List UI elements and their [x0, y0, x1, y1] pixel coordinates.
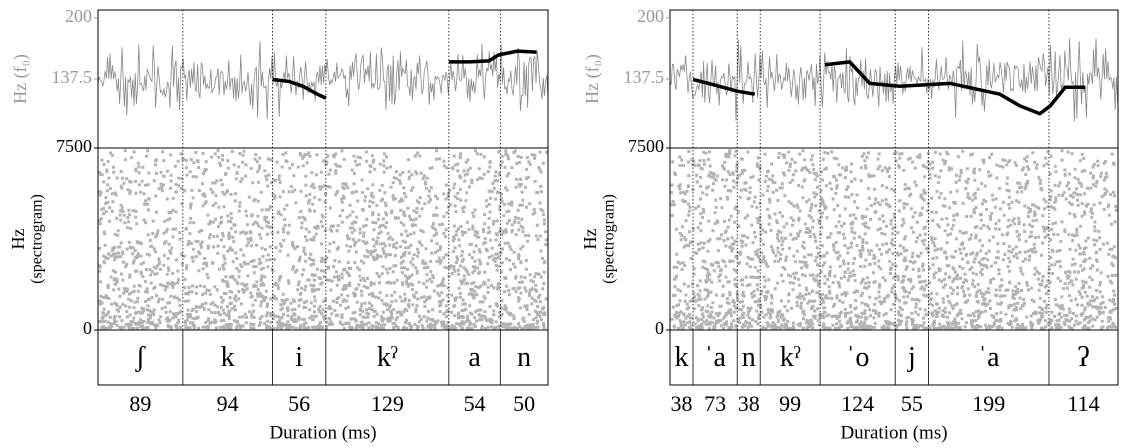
duration-label: 50: [513, 391, 535, 416]
duration-label: 56: [288, 391, 310, 416]
segment-label: kˀ: [377, 342, 398, 373]
spectrogram-texture: [670, 149, 1118, 330]
y2-tick-label: 7500: [628, 136, 664, 156]
f0-contour: [272, 49, 537, 100]
segment-label: n: [517, 342, 531, 373]
f0-axis-label: Hz (f₀): [582, 54, 603, 104]
segment-label: ʃ: [135, 342, 146, 373]
segment-label: j: [907, 342, 916, 373]
spectrogram-axis-label: (spectrogram): [601, 194, 618, 284]
y2-tick-label: 7500: [56, 136, 92, 156]
y2-tick-label: 0: [83, 318, 92, 338]
segment-label: k: [675, 342, 689, 373]
waveform: [669, 38, 1118, 122]
waveform: [97, 41, 549, 119]
segment-label: ˈa: [978, 342, 1000, 373]
duration-label: 89: [129, 391, 151, 416]
y-tick-label: 200: [637, 6, 664, 26]
x-axis-label: Duration (ms): [840, 422, 947, 443]
y-tick-label: 137.5: [52, 67, 93, 87]
duration-label: 38: [671, 391, 693, 416]
segment-label: kˀ: [780, 342, 801, 373]
segment-label: k: [221, 342, 235, 373]
duration-label: 54: [464, 391, 486, 416]
duration-label: 73: [704, 391, 726, 416]
f0-contour: [692, 60, 1086, 116]
duration-label: 99: [779, 391, 801, 416]
segment-label: n: [742, 342, 756, 373]
segment-frame: [669, 329, 1119, 386]
f0-axis-label: Hz (f₀): [10, 54, 31, 104]
segment-label: i: [295, 342, 303, 373]
spectrogram-axis-label: Hz: [8, 229, 28, 250]
duration-label: 129: [371, 391, 404, 416]
y2-tick-label: 0: [655, 318, 664, 338]
segment-frame: [97, 329, 549, 386]
spectrogram-axis-label: Hz: [580, 229, 600, 250]
spectrogram-texture: [98, 149, 548, 330]
duration-label: 114: [1067, 391, 1099, 416]
y-tick-label: 137.5: [624, 67, 665, 87]
duration-label: 38: [738, 391, 760, 416]
spectrogram-axis-label: (spectrogram): [29, 194, 46, 284]
duration-label: 55: [901, 391, 923, 416]
segment-label: ʔ: [1077, 342, 1089, 373]
duration-label: 94: [217, 391, 239, 416]
x-axis-label: Duration (ms): [269, 422, 376, 443]
duration-label: 124: [841, 391, 874, 416]
duration-label: 199: [972, 391, 1005, 416]
segment-label: ˈo: [846, 342, 869, 373]
y-tick-label: 200: [65, 6, 92, 26]
segment-label: a: [468, 342, 481, 373]
segment-label: ˈa: [704, 342, 726, 373]
